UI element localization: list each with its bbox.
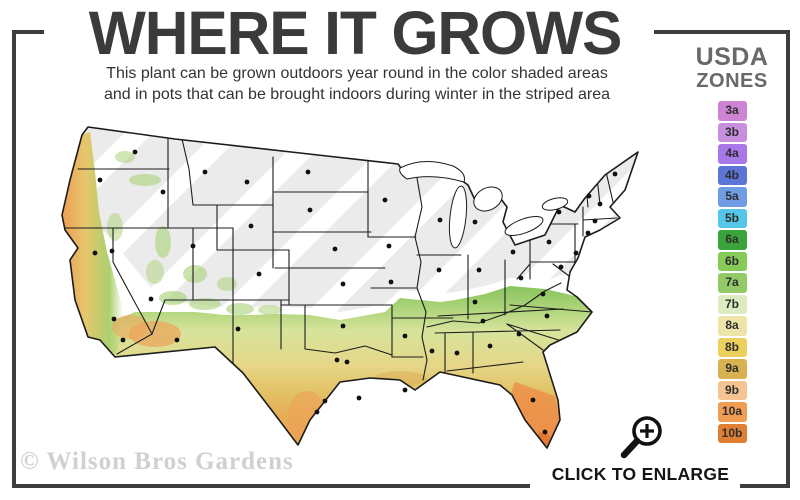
zone-swatch-9b: 9b [717,380,747,400]
city-dot [307,207,313,213]
zone-swatch-7a: 7a [717,273,747,293]
city-dot [510,249,516,255]
frame-border-right [786,30,790,488]
magnifier-zoom-icon[interactable] [614,410,670,462]
city-dot [92,250,98,256]
city-dot [305,169,311,175]
zone-swatch-3b: 3b [717,122,747,142]
us-outline [61,126,639,449]
city-dot [256,271,262,277]
city-dot [586,193,592,199]
usda-zones-legend: USDA ZONES 3a 3b 4a 4b 5a 5b 6a 6b 7a 7b 8a 8b 9a 9b 1… [686,44,778,443]
subtitle: This plant can be grown outdoors year ro… [27,63,687,105]
city-dot [120,337,126,343]
city-dot [573,250,579,256]
city-dot [592,218,598,224]
city-dot [356,395,362,401]
frame-border-top-left [12,30,44,34]
city-dot [314,409,320,415]
city-dot [148,296,154,302]
color-shaded-region-south [100,286,592,448]
city-dot [402,333,408,339]
frame-border-left [12,30,16,488]
city-dot [476,267,482,273]
city-dot [322,398,328,404]
zone-swatch-8b: 8b [717,337,747,357]
city-dot [544,313,550,319]
city-dot [111,316,117,322]
frame-border-top-right [654,30,790,34]
zone-swatch-4b: 4b [717,165,747,185]
watermark: © Wilson Bros Gardens [20,448,294,475]
zone-swatch-4a: 4a [717,144,747,164]
city-dot [530,397,536,403]
subtitle-line-1: This plant can be grown outdoors year ro… [106,65,608,82]
city-dot [437,217,443,223]
city-dot [386,243,392,249]
city-dot [518,275,524,281]
city-dot [454,350,460,356]
map-fill-layers [62,127,638,448]
legend-title-zones: ZONES [696,70,768,92]
city-dot [248,223,254,229]
city-dot [597,201,603,207]
city-dot [344,359,350,365]
city-dot [109,248,115,254]
zone-swatch-6b: 6b [717,251,747,271]
city-dot [472,219,478,225]
city-dot [388,279,394,285]
us-grow-zone-map[interactable] [55,112,670,477]
city-dot [202,169,208,175]
city-dot [546,239,552,245]
city-dot [132,149,138,155]
frame-border-bottom-right [740,484,790,488]
zone-swatch-7b: 7b [717,294,747,314]
subtitle-line-2: and in pots that can be brought indoors … [103,86,611,103]
city-dot [332,246,338,252]
city-dots [92,149,618,435]
city-dot [612,171,618,177]
zone-swatch-6a: 6a [717,230,747,250]
city-dot [480,318,486,324]
city-dot [540,291,546,297]
frame-border-bottom-left [12,484,530,488]
city-dot [487,343,493,349]
legend-title-usda: USDA [695,43,769,71]
city-dot [160,189,166,195]
city-dot [402,387,408,393]
zone-swatch-10b: 10b [717,423,747,443]
city-dot [174,337,180,343]
color-shaded-region-west-coast [62,132,125,355]
page-title: WHERE IT GROWS [88,0,623,68]
city-dot [542,429,548,435]
city-dot [382,197,388,203]
city-dot [516,331,522,337]
city-dot [244,179,250,185]
zone-swatch-8a: 8a [717,316,747,336]
zone-swatch-list: 3a 3b 4a 4b 5a 5b 6a 6b 7a 7b 8a 8b 9a 9b 10a 10b [686,101,778,443]
city-dot [340,281,346,287]
zone-swatch-5a: 5a [717,187,747,207]
city-dot [97,177,103,183]
zone-swatch-5b: 5b [717,208,747,228]
city-dot [334,357,340,363]
city-dot [585,230,591,236]
city-dot [558,264,564,270]
city-dot [429,348,435,354]
city-dot [472,299,478,305]
city-dot [556,209,562,215]
city-dot [190,243,196,249]
great-lakes [399,161,569,249]
click-to-enlarge-button[interactable]: CLICK TO ENLARGE [551,464,730,484]
city-dot [235,326,241,332]
city-dot [340,323,346,329]
zone-swatch-3a: 3a [717,101,747,121]
city-dot [436,267,442,273]
zone-swatch-9a: 9a [717,359,747,379]
zone-swatch-10a: 10a [717,402,747,422]
